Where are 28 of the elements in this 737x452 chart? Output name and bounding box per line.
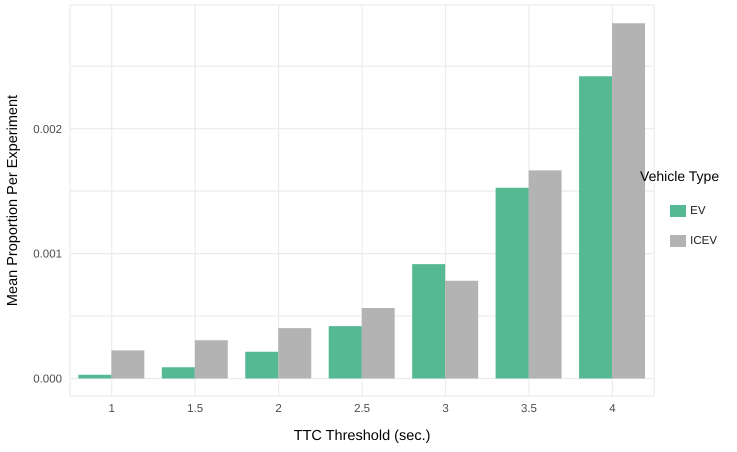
legend-title: Vehicle Type xyxy=(640,168,720,184)
bar xyxy=(412,264,446,379)
x-axis-title: TTC Threshold (sec.) xyxy=(294,428,430,444)
bar xyxy=(245,352,278,379)
x-tick-label: 2 xyxy=(275,403,282,416)
x-tick-label: 2.5 xyxy=(354,403,370,416)
x-tick-label: 3.5 xyxy=(520,403,537,416)
y-tick-label: 0.001 xyxy=(33,248,62,261)
x-tick-label: 1 xyxy=(108,403,115,416)
bar xyxy=(579,76,612,379)
legend-label: ICEV xyxy=(690,235,717,247)
y-tick-label: 0.002 xyxy=(33,124,62,136)
bar xyxy=(528,170,562,379)
bar xyxy=(362,308,395,379)
bar xyxy=(194,340,228,379)
bar xyxy=(111,350,144,379)
bar xyxy=(328,326,362,379)
y-tick-label: 0.000 xyxy=(33,374,62,386)
x-tick-label: 4 xyxy=(609,403,616,416)
x-tick-label: 3 xyxy=(442,403,449,416)
bar xyxy=(78,374,112,379)
x-tick-label: 1.5 xyxy=(187,403,204,416)
y-axis-title: Mean Proportion Per Experiment xyxy=(5,94,22,306)
bar xyxy=(278,328,312,379)
bar xyxy=(445,280,478,379)
legend-label: EV xyxy=(690,205,706,217)
bar xyxy=(496,188,529,379)
bar xyxy=(162,367,195,379)
